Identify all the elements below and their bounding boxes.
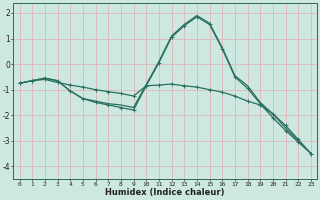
X-axis label: Humidex (Indice chaleur): Humidex (Indice chaleur): [106, 188, 225, 197]
